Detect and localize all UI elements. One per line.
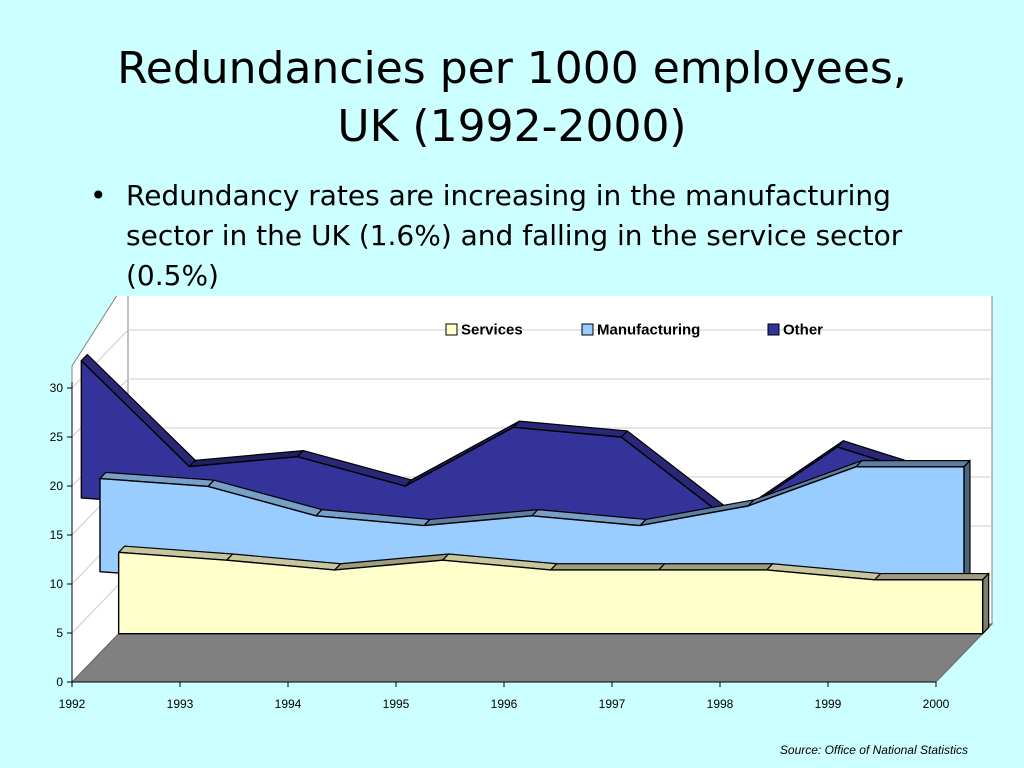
legend-item: Other [767, 322, 823, 339]
legend-swatch [767, 323, 780, 336]
legend-swatch [445, 323, 458, 336]
bullet-list: • Redundancy rates are increasing in the… [88, 176, 968, 296]
stacked-area-chart: 0 5 10 15 20 25 30 1992 1993 1994 1995 1996 1997 1998… [50, 296, 994, 711]
slide-title: Redundancies per 1000 employees, UK (199… [0, 40, 1024, 156]
area-front-face [117, 551, 984, 635]
x-tick-label: 1995 [383, 697, 410, 711]
chart-areas [80, 353, 990, 636]
legend-label: Services [461, 322, 523, 339]
x-tick-label: 1992 [59, 697, 86, 711]
y-tick-label: 25 [50, 430, 64, 444]
source-note: Source: Office of National Statistics [779, 743, 968, 757]
chart-legend: Services Manufacturing Other [445, 322, 823, 339]
x-tick-label: 2000 [923, 697, 950, 711]
area-end-face [982, 572, 990, 636]
legend-label: Other [783, 322, 823, 339]
x-tick-label: 1997 [599, 697, 626, 711]
area-top-surface [658, 563, 774, 571]
bullet-text: Redundancy rates are increasing in the m… [126, 179, 903, 292]
y-tick-label: 10 [50, 577, 64, 591]
bullet-item: • Redundancy rates are increasing in the… [88, 176, 968, 296]
title-line-2: UK (1992-2000) [337, 101, 687, 152]
y-tick-label: 15 [50, 528, 64, 542]
y-tick-label: 0 [56, 675, 63, 689]
y-tick-label: 20 [50, 479, 64, 493]
series-services [117, 545, 990, 636]
area-top-surface [874, 572, 990, 581]
area-top-surface [550, 563, 666, 571]
legend-item: Manufacturing [581, 322, 700, 339]
y-tick-label: 5 [56, 626, 63, 640]
y-tick-label: 30 [50, 381, 64, 395]
x-tick-label: 1996 [491, 697, 518, 711]
bullet-dot: • [90, 179, 107, 212]
legend-label: Manufacturing [597, 322, 700, 339]
title-line-1: Redundancies per 1000 employees, [117, 43, 907, 94]
x-tick-label: 1994 [275, 697, 302, 711]
chart-axes: 0 5 10 15 20 25 30 1992 1993 1994 1995 1996 1997 1998… [50, 381, 950, 711]
x-tick-label: 1993 [167, 697, 194, 711]
series-other [80, 353, 952, 546]
legend-swatch [581, 323, 594, 336]
x-tick-label: 1999 [815, 697, 842, 711]
x-tick-label: 1998 [707, 697, 734, 711]
area-top-surface [855, 460, 971, 468]
legend-item: Services [445, 322, 523, 339]
